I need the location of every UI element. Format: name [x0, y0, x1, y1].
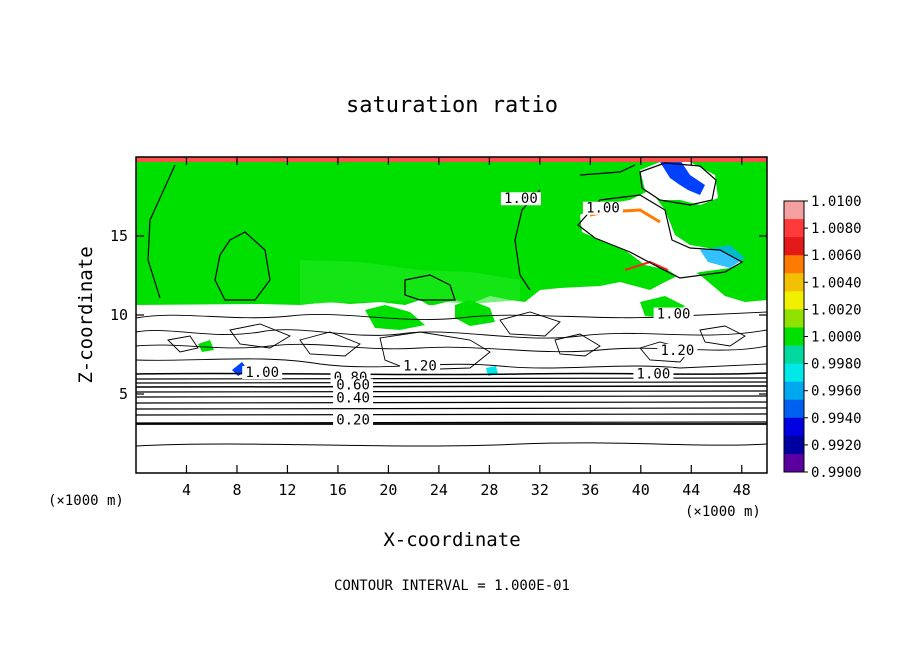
contour-label: 0.40: [336, 390, 370, 406]
colorbar-label: 1.0080: [811, 221, 862, 237]
colorbar-swatch: [784, 237, 804, 256]
contour-label-bg: [333, 378, 374, 392]
colorbar-label: 0.9920: [811, 438, 862, 454]
y-tick-label: 15: [110, 227, 128, 245]
x-tick-label: 44: [682, 481, 700, 499]
contour-label-bg: [633, 367, 674, 381]
colorbar-label: 1.0020: [811, 302, 862, 318]
y-axis-label: Z-coordinate: [75, 246, 97, 383]
colorbar-swatch: [784, 219, 804, 238]
saturation-region-light: [300, 260, 520, 304]
green-island-1: [365, 305, 425, 330]
x-tick-label: 4: [182, 481, 191, 499]
colorbar-label: 1.0000: [811, 330, 862, 346]
x-tick-label: 28: [480, 481, 498, 499]
colorbar-label: 0.9980: [811, 357, 862, 373]
contour-label-bg: [333, 391, 374, 405]
contour-label-bg: [399, 359, 440, 373]
subsaturated-blue-patch: [660, 160, 705, 195]
colorbar-label: 0.9900: [811, 465, 862, 481]
contour-label-bg: [582, 201, 623, 215]
x-tick-label: 20: [379, 481, 397, 499]
colorbar-swatch: [784, 453, 804, 473]
chart-title: saturation ratio: [346, 93, 558, 118]
contour-label: 1.00: [245, 365, 279, 381]
contour-label: 0.60: [336, 378, 370, 394]
contour-label-bg: [333, 413, 374, 427]
contour-label-bg: [242, 366, 283, 380]
x-tick-label: 32: [531, 481, 549, 499]
cyan-spot: [486, 366, 498, 376]
y-axis: 5 10 15: [110, 227, 767, 403]
colorbar-swatch: [784, 399, 804, 419]
subsaturated-blue-patch-2: [700, 245, 745, 268]
x-axis-label: X-coordinate: [383, 529, 520, 551]
colorbar-swatch: [784, 291, 804, 310]
lower-region: [136, 305, 767, 473]
colorbar-label: 0.9940: [811, 411, 862, 427]
colorbar-swatch: [784, 435, 804, 455]
contour-label: 1.20: [403, 359, 437, 375]
colorbar-swatch: [784, 381, 804, 401]
contour-lines-lower: [136, 311, 767, 371]
colorbar-label: 1.0100: [811, 194, 862, 210]
x-unit-left: (×1000 m): [48, 493, 124, 509]
contour-label: 1.00: [586, 201, 620, 217]
colorbar-swatch: [784, 363, 804, 383]
saturation-region-upper: [136, 157, 767, 306]
colorbar-swatch: [784, 417, 804, 437]
x-tick-label: 12: [278, 481, 296, 499]
colorbar-swatch: [784, 273, 804, 292]
colorbar-swatch: [784, 345, 804, 365]
colorbar: 1.0100 1.0080 1.0060 1.0040 1.0020 1.0000 0.99…: [783, 194, 862, 481]
x-tick-label: 16: [329, 481, 347, 499]
green-island-2: [455, 300, 495, 326]
contour-label: 1.20: [661, 343, 695, 359]
y-tick-label: 5: [119, 385, 128, 403]
strat-contours: [136, 372, 767, 447]
contour-label: 0.20: [336, 412, 370, 428]
x-tick-label: 40: [632, 481, 650, 499]
contour-interval-note: CONTOUR INTERVAL = 1.000E-01: [334, 578, 570, 594]
y-tick-label: 10: [110, 306, 128, 324]
top-edge-band: [136, 157, 767, 162]
contour-label: 1.00: [657, 307, 691, 323]
contour-label-bg: [653, 307, 694, 321]
x-tick-label: 8: [232, 481, 241, 499]
x-tick-label: 48: [733, 481, 751, 499]
contour-label: 1.00: [637, 367, 671, 383]
x-unit-right: (×1000 m): [685, 504, 761, 520]
colorbar-swatch: [784, 201, 804, 220]
x-axis: 4 8 12 16 20 24 28 32 36 40 44 48: [182, 157, 751, 499]
contour-label-bg: [500, 192, 541, 206]
colorbar-label: 1.0040: [811, 275, 862, 291]
contour-label: 1.00: [504, 191, 538, 207]
green-island-4: [198, 340, 214, 352]
blue-spot: [232, 362, 248, 376]
colorbar-swatch: [784, 255, 804, 274]
contour-label-bg: [657, 343, 698, 357]
colorbar-swatch: [784, 327, 804, 347]
colorbar-label: 1.0060: [811, 248, 862, 264]
colorbar-label: 0.9960: [811, 384, 862, 400]
contour-labels: 1.001.001.001.201.001.201.00 0.800.600.40…: [242, 191, 698, 428]
colorbar-swatch: [784, 309, 804, 328]
x-tick-label: 24: [430, 481, 448, 499]
x-tick-label: 36: [581, 481, 599, 499]
